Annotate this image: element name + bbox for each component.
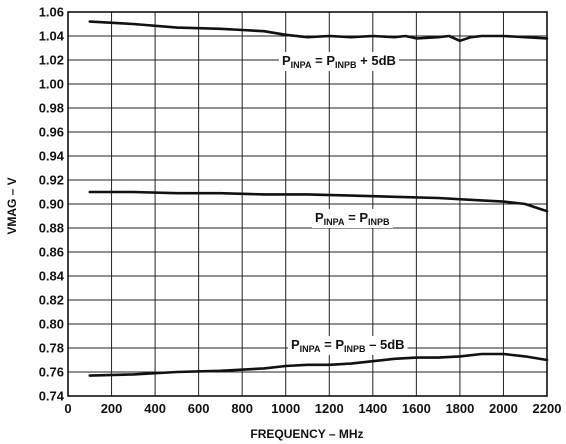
y-tick-label: 0.82 — [39, 293, 64, 308]
y-tick-label: 0.86 — [39, 245, 64, 260]
y-tick-label: 1.06 — [39, 5, 64, 20]
label-subscript: INPA — [291, 60, 312, 70]
label-subscript: INPB — [368, 217, 390, 227]
x-tick-label: 400 — [144, 401, 166, 416]
x-tick-label: 1400 — [358, 401, 387, 416]
x-tick-label: 200 — [101, 401, 123, 416]
label-text-part: = P — [321, 337, 345, 352]
series-lines — [90, 22, 547, 376]
y-tick-label: 0.90 — [39, 197, 64, 212]
label-subscript: INPB — [344, 344, 366, 354]
label-subscript: INPB — [335, 60, 357, 70]
y-tick-label: 0.98 — [39, 101, 64, 116]
y-tick-label: 0.78 — [39, 341, 64, 356]
y-tick-label: 1.00 — [39, 77, 64, 92]
label-text-part: P — [315, 210, 324, 225]
y-tick-label: 0.96 — [39, 125, 64, 140]
label-subscript: INPA — [324, 217, 345, 227]
series-label-2: PINPA = PINPB — [312, 209, 393, 228]
x-tick-label: 1800 — [445, 401, 474, 416]
label-subscript: INPA — [300, 344, 321, 354]
label-text-part: – 5dB — [366, 337, 405, 352]
label-text-part: = P — [345, 210, 369, 225]
y-axis-title: VMAG – V — [5, 177, 19, 234]
x-tick-label: 800 — [231, 401, 253, 416]
y-tick-label: 0.76 — [39, 365, 64, 380]
y-axis-ticks: 0.74 0.76 0.78 0.80 0.82 0.84 0.86 0.88 0.90 0.92… — [39, 5, 65, 404]
x-axis-title: FREQUENCY – MHz — [250, 427, 363, 441]
label-text-part: = P — [312, 53, 336, 68]
x-tick-label: 2200 — [533, 401, 562, 416]
y-tick-label: 0.94 — [39, 149, 65, 164]
x-tick-label: 1600 — [402, 401, 431, 416]
y-tick-label: 0.80 — [39, 317, 64, 332]
y-tick-label: 0.92 — [39, 173, 64, 188]
y-tick-label: 0.88 — [39, 221, 64, 236]
x-tick-label: 2000 — [489, 401, 518, 416]
x-tick-label: 0 — [64, 401, 71, 416]
label-text-part: P — [282, 53, 291, 68]
y-tick-label: 1.02 — [39, 53, 64, 68]
x-tick-label: 600 — [188, 401, 210, 416]
series-label-3: PINPA = PINPB – 5dB — [288, 336, 408, 355]
y-tick-label: 1.04 — [39, 29, 65, 44]
series-label-1: PINPA = PINPB + 5dB — [279, 52, 399, 71]
x-tick-label: 1000 — [271, 401, 300, 416]
y-tick-label: 0.74 — [39, 389, 65, 404]
x-axis-ticks: 0 200 400 600 800 1000 1200 1400 1600 1800 2000 220… — [64, 401, 561, 416]
series-line-2 — [90, 192, 547, 211]
series-line-1 — [90, 22, 547, 41]
label-text-part: + 5dB — [357, 53, 396, 68]
y-tick-label: 0.84 — [39, 269, 65, 284]
x-tick-label: 1200 — [315, 401, 344, 416]
label-text-part: P — [291, 337, 300, 352]
